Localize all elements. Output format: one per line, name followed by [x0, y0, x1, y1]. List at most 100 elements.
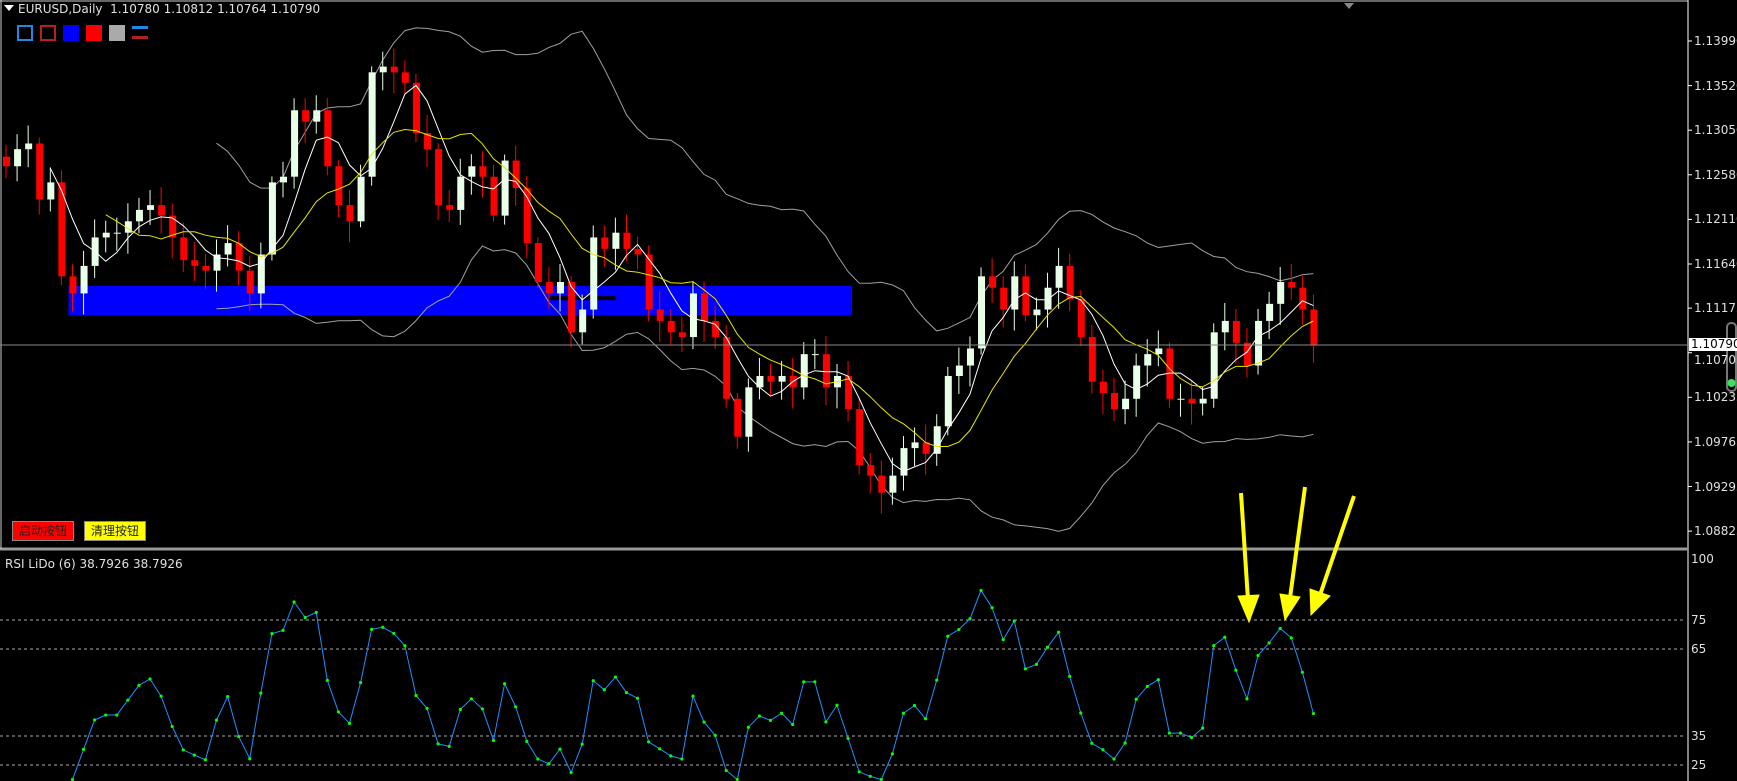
candle-body: [1155, 348, 1163, 355]
candle-body: [1000, 287, 1008, 310]
rsi-point: [1068, 674, 1072, 678]
rsi-point: [890, 752, 895, 756]
candle-body: [523, 188, 531, 244]
price-tick-label: 1.13520: [1694, 78, 1737, 93]
candle-body: [1088, 337, 1096, 382]
candle-body: [368, 72, 376, 177]
candle-body: [202, 265, 210, 271]
rsi-point: [436, 742, 440, 746]
candle-body: [80, 265, 88, 294]
candle-body: [966, 348, 974, 366]
candle-body: [557, 282, 564, 294]
candle-body: [1210, 332, 1218, 399]
candle-body: [1022, 276, 1030, 316]
current-price-label: 1.10790: [1689, 338, 1737, 351]
rsi-point: [946, 634, 950, 638]
rsi-point: [226, 694, 230, 699]
rsi-point: [126, 698, 130, 702]
arrow-3-head: [1309, 588, 1331, 617]
candle-body: [268, 182, 276, 255]
rsi-point: [802, 680, 806, 684]
line-style-button[interactable]: [132, 25, 148, 41]
rsi-point: [259, 691, 263, 695]
start-button[interactable]: 启动按钮: [12, 521, 75, 541]
rsi-point: [868, 774, 872, 779]
candle-body: [213, 254, 221, 271]
candle-body: [1243, 342, 1251, 366]
candle-body: [58, 182, 66, 277]
candle-body: [590, 237, 598, 310]
rsi-point: [1223, 635, 1227, 639]
candle-body: [479, 166, 487, 177]
rsi-point: [458, 707, 462, 712]
rsi-point: [358, 680, 363, 685]
candle-body: [1144, 354, 1152, 366]
candle-body: [36, 143, 44, 200]
rsi-point: [780, 711, 784, 715]
candle-body: [811, 354, 819, 356]
rsi-point: [392, 631, 396, 636]
candle-body: [1255, 320, 1263, 366]
candle-body: [778, 375, 786, 382]
candle-body: [490, 176, 498, 216]
arrow-1: [1239, 492, 1250, 601]
rsi-point: [680, 757, 684, 761]
rsi-point: [1112, 757, 1116, 761]
candle-body: [878, 475, 886, 493]
swatch-red-fill-button[interactable]: [86, 25, 102, 41]
candle-body: [800, 354, 808, 388]
rsi-point: [702, 720, 706, 724]
rsi-point: [503, 682, 507, 686]
candle-body: [457, 176, 465, 210]
rsi-point: [1123, 741, 1127, 745]
swatch-blue-outline-button[interactable]: [17, 25, 33, 41]
candle-body: [978, 276, 986, 349]
rsi-point: [491, 738, 496, 743]
collapse-triangle-icon[interactable]: [4, 5, 14, 11]
scroll-indicator[interactable]: [1726, 322, 1737, 392]
candle-body: [47, 182, 55, 200]
rsi-point: [104, 713, 108, 717]
candle-body: [1011, 276, 1019, 310]
price-tick-label: 1.11175: [1694, 301, 1737, 316]
rsi-point: [669, 754, 673, 758]
candle-body: [102, 232, 110, 238]
candle-body: [1099, 381, 1107, 394]
rsi-point: [281, 628, 285, 633]
candle-body: [944, 375, 952, 427]
candle-body: [1299, 287, 1307, 310]
rsi-point: [1311, 711, 1316, 716]
candle-body: [246, 270, 254, 294]
candle-body: [379, 66, 387, 73]
rsi-point: [159, 694, 163, 698]
rsi-point: [1201, 726, 1205, 730]
rsi-point: [181, 748, 185, 752]
rsi-point: [347, 721, 352, 725]
rsi-point: [192, 753, 196, 757]
candle-body: [601, 237, 609, 249]
chart-shift-marker[interactable]: [1344, 3, 1354, 9]
price-tick-label: 1.13050: [1694, 123, 1737, 138]
price-tick-label: 1.13990: [1694, 34, 1737, 48]
arrow-1-head: [1237, 594, 1260, 624]
candle-body: [257, 254, 265, 294]
rsi-point: [791, 722, 795, 727]
rsi-point: [691, 694, 695, 698]
rsi-point: [824, 720, 828, 724]
candle-body: [1133, 365, 1141, 399]
rsi-point: [237, 734, 241, 739]
candle-body: [124, 221, 132, 233]
candle-body: [3, 156, 10, 167]
swatch-blue-fill-button[interactable]: [63, 25, 79, 41]
candle-body: [1166, 348, 1174, 399]
swatch-gray-fill-button[interactable]: [109, 25, 125, 41]
candle-body: [468, 166, 476, 177]
rsi-point: [735, 777, 739, 781]
candle-body: [169, 215, 177, 238]
rsi-line: [72, 589, 1314, 781]
rsi-point: [924, 717, 928, 721]
clear-button[interactable]: 清理按钮: [84, 521, 147, 541]
swatch-red-outline-button[interactable]: [40, 25, 56, 41]
candle-body: [1077, 299, 1085, 338]
